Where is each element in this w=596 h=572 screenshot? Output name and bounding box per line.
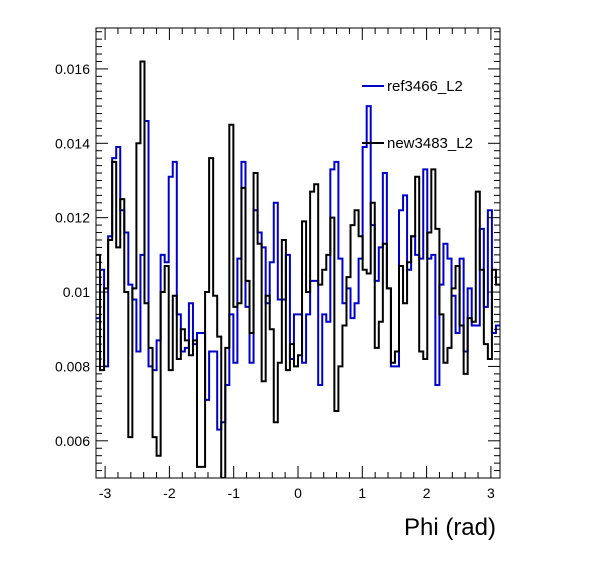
x-axis-title: Phi (rad) xyxy=(404,514,496,541)
x-tick-label: -2 xyxy=(163,485,176,501)
x-tick-label: 0 xyxy=(294,485,302,501)
y-tick-label: 0.012 xyxy=(55,210,90,226)
y-tick-label: 0.01 xyxy=(63,284,90,300)
x-tick-label: 2 xyxy=(423,485,431,501)
series-line-1 xyxy=(96,60,500,478)
y-tick-label: 0.008 xyxy=(55,358,90,374)
y-tick-label: 0.006 xyxy=(55,433,90,449)
y-tick-label: 0.016 xyxy=(55,61,90,77)
x-tick-label: -1 xyxy=(227,485,240,501)
y-tick-label: 0.014 xyxy=(55,135,90,151)
legend-label-1: new3483_L2 xyxy=(387,135,473,152)
plot-area xyxy=(96,28,500,478)
series-line-0 xyxy=(96,105,500,431)
x-tick-label: 1 xyxy=(358,485,366,501)
x-tick-label: 3 xyxy=(487,485,495,501)
x-tick-label: -3 xyxy=(99,485,112,501)
legend-label-0: ref3466_L2 xyxy=(387,78,463,95)
